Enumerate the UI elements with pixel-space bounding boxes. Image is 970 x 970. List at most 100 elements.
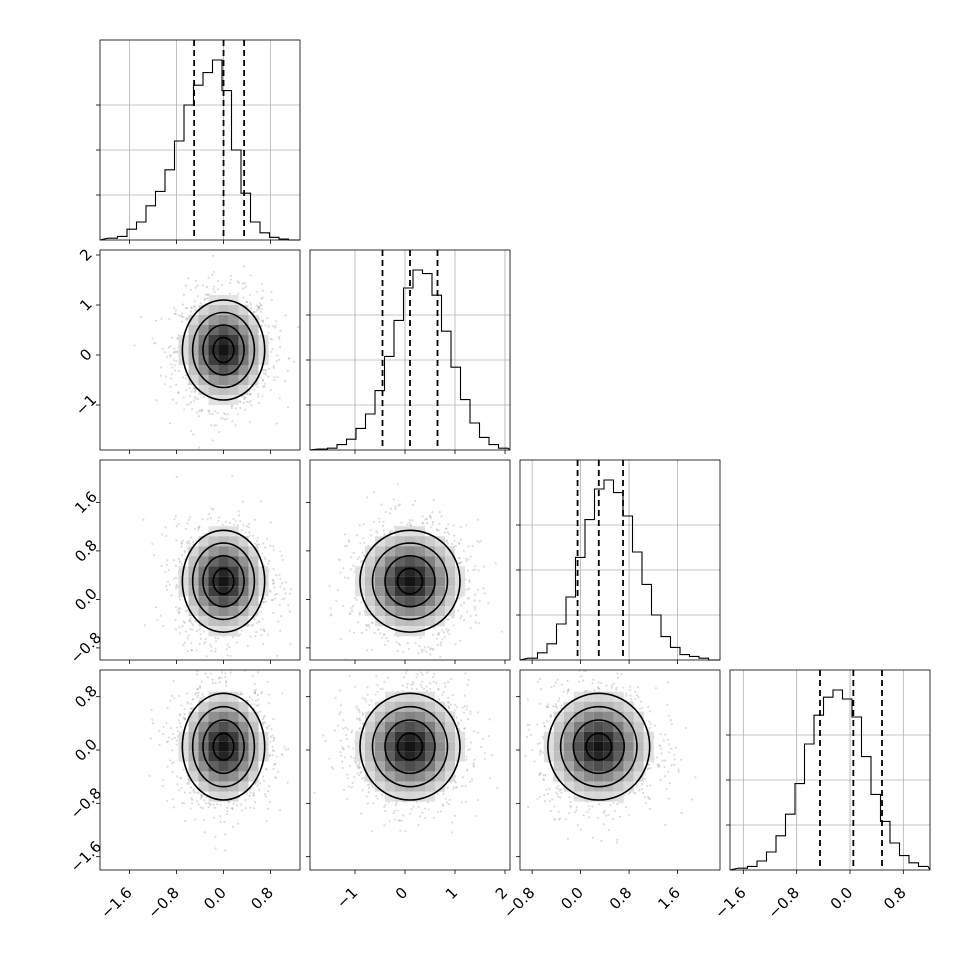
scatter-point	[210, 649, 213, 652]
scatter-point	[166, 799, 169, 802]
scatter-point	[212, 270, 215, 274]
density-cell	[385, 566, 395, 577]
scatter-point	[140, 315, 143, 318]
scatter-point	[210, 507, 213, 510]
scatter-point	[228, 645, 231, 649]
scatter-point	[418, 645, 421, 648]
scatter-point	[152, 554, 155, 557]
scatter-point	[230, 405, 233, 408]
scatter-point	[214, 647, 217, 650]
scatter-point	[174, 606, 178, 609]
scatter-point	[378, 517, 381, 520]
scatter-point	[177, 611, 181, 614]
scatter-point	[186, 637, 189, 640]
scatter-point	[423, 646, 426, 649]
scatter-point	[199, 302, 202, 305]
density-cell	[218, 586, 229, 597]
scatter-point	[471, 545, 474, 548]
density-layer	[328, 483, 503, 664]
scatter-point	[153, 342, 156, 345]
scatter-point	[162, 624, 165, 628]
scatter-point	[247, 401, 251, 404]
scatter-point	[256, 537, 259, 540]
scatter-point	[217, 519, 220, 522]
scatter-point	[185, 318, 188, 321]
scatter-point	[182, 315, 185, 319]
scatter-point	[476, 588, 480, 591]
scatter-point	[174, 312, 177, 315]
density-cell	[435, 586, 445, 597]
scatter-point	[261, 289, 265, 292]
scatter-point	[183, 713, 186, 716]
scatter-point	[366, 496, 369, 499]
scatter-point	[165, 722, 168, 725]
scatter-point	[274, 593, 277, 596]
scatter-point	[274, 324, 277, 327]
scatter-point	[459, 639, 462, 642]
scatter-point	[453, 539, 456, 542]
scatter-point	[189, 288, 192, 292]
scatter-point	[177, 391, 180, 394]
density-cell	[395, 556, 405, 567]
scatter-point	[480, 539, 483, 542]
density-cell	[435, 606, 445, 617]
scatter-point	[281, 558, 284, 561]
scatter-point	[457, 609, 460, 612]
scatter-point	[133, 344, 136, 347]
density-cell	[208, 295, 219, 305]
scatter-point	[171, 737, 174, 741]
density-cell	[375, 566, 385, 577]
scatter-point	[365, 624, 368, 627]
scatter-point	[439, 644, 443, 647]
scatter-point	[348, 630, 351, 633]
scatter-point	[154, 605, 157, 609]
density-cell	[228, 395, 239, 405]
scatter-point	[335, 599, 338, 602]
scatter-point	[284, 379, 287, 382]
scatter-point	[190, 307, 194, 310]
density-cell	[248, 315, 259, 325]
scatter-point	[425, 650, 428, 654]
scatter-point	[468, 579, 471, 582]
scatter-point	[468, 580, 471, 583]
density-cell	[415, 606, 425, 617]
scatter-point	[248, 534, 251, 538]
density-cell	[385, 586, 395, 597]
scatter-point	[175, 585, 178, 588]
scatter-point	[432, 499, 435, 502]
scatter-point	[189, 627, 192, 631]
scatter-point	[241, 500, 244, 503]
density-cell	[238, 355, 249, 365]
scatter-point	[275, 574, 278, 577]
scatter-point	[273, 376, 276, 379]
scatter-point	[378, 520, 381, 524]
scatter-point	[166, 580, 170, 583]
scatter-point	[263, 385, 266, 388]
scatter-point	[226, 654, 229, 657]
scatter-point	[350, 607, 353, 610]
scatter-point	[454, 544, 458, 548]
scatter-point	[279, 615, 283, 618]
scatter-point	[203, 831, 206, 834]
density-layer	[133, 254, 300, 449]
scatter-point	[194, 389, 197, 392]
scatter-point	[164, 375, 168, 378]
scatter-point	[417, 652, 420, 655]
scatter-point	[427, 645, 430, 648]
scatter-point	[459, 525, 462, 529]
scatter-point	[446, 530, 449, 534]
scatter-point	[473, 565, 477, 568]
scatter-point	[342, 604, 345, 608]
scatter-point	[257, 305, 260, 309]
scatter-point	[231, 825, 235, 828]
density-cell	[375, 596, 385, 607]
scatter-point	[397, 662, 399, 664]
scatter-point	[411, 503, 415, 506]
scatter-point	[254, 699, 258, 702]
scatter-point	[177, 607, 181, 610]
scatter-point	[182, 293, 186, 296]
scatter-point	[188, 403, 191, 406]
scatter-point	[159, 374, 162, 378]
scatter-point	[158, 743, 161, 746]
scatter-point	[476, 518, 479, 521]
